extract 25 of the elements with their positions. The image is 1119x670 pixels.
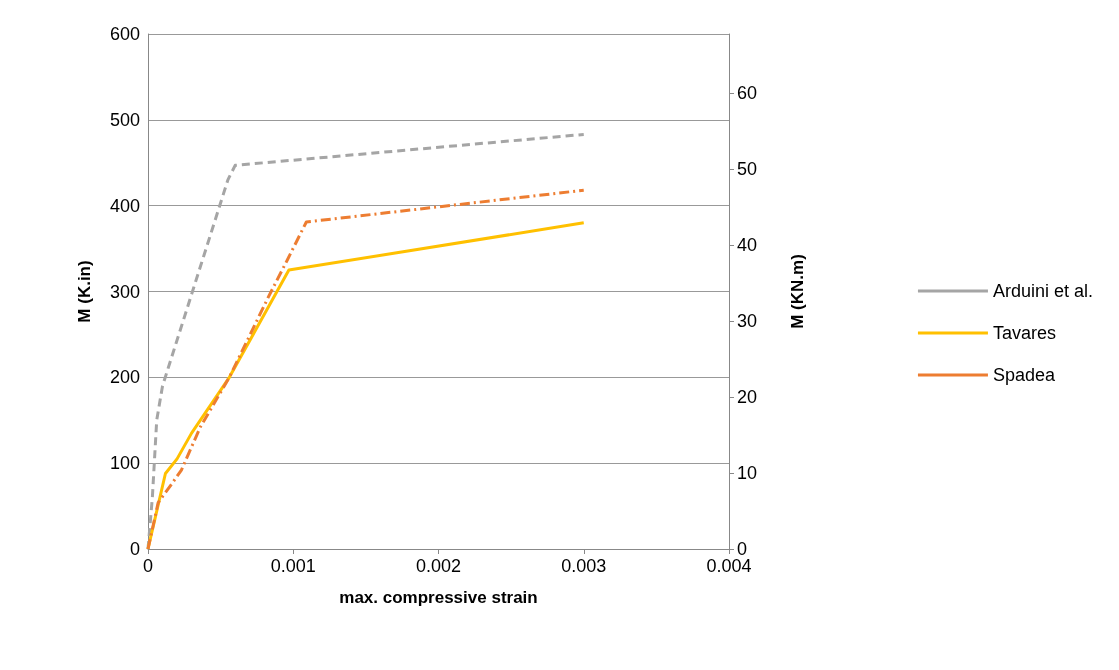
y-tick-label: 600 bbox=[109, 24, 140, 44]
y2-axis-title: M (KN.m) bbox=[788, 254, 807, 329]
legend-label: Arduini et al. bbox=[992, 281, 1094, 301]
x-tick-label: 0.002 bbox=[415, 556, 462, 576]
x-tick-label: 0.004 bbox=[706, 556, 752, 576]
x-tick-label: 0.001 bbox=[270, 556, 316, 576]
x-tick-label: 0 bbox=[142, 556, 154, 576]
y2-tick-label: 40 bbox=[737, 235, 758, 256]
y-tick-label: 300 bbox=[109, 281, 140, 302]
x-tick-label: 0.003 bbox=[561, 556, 607, 576]
y-tick-label: 0 bbox=[129, 539, 140, 559]
y2-tick-label: 10 bbox=[737, 463, 758, 484]
y-tick-label: 400 bbox=[109, 195, 140, 216]
legend-label: Tavares bbox=[992, 323, 1056, 343]
y2-tick-label: 20 bbox=[737, 387, 758, 408]
y-axis-title: M (K.in) bbox=[75, 260, 94, 323]
y-tick-label: 500 bbox=[109, 109, 140, 130]
y2-tick-label: 60 bbox=[737, 83, 758, 104]
y2-tick-label: 0 bbox=[737, 539, 748, 559]
y-tick-label: 200 bbox=[109, 367, 140, 388]
x-axis-title: max. compressive strain bbox=[339, 588, 538, 607]
y2-tick-label: 50 bbox=[737, 159, 758, 180]
legend-label: Spadea bbox=[992, 365, 1056, 385]
y2-tick-label: 30 bbox=[737, 311, 758, 332]
y-tick-label: 100 bbox=[109, 453, 140, 474]
